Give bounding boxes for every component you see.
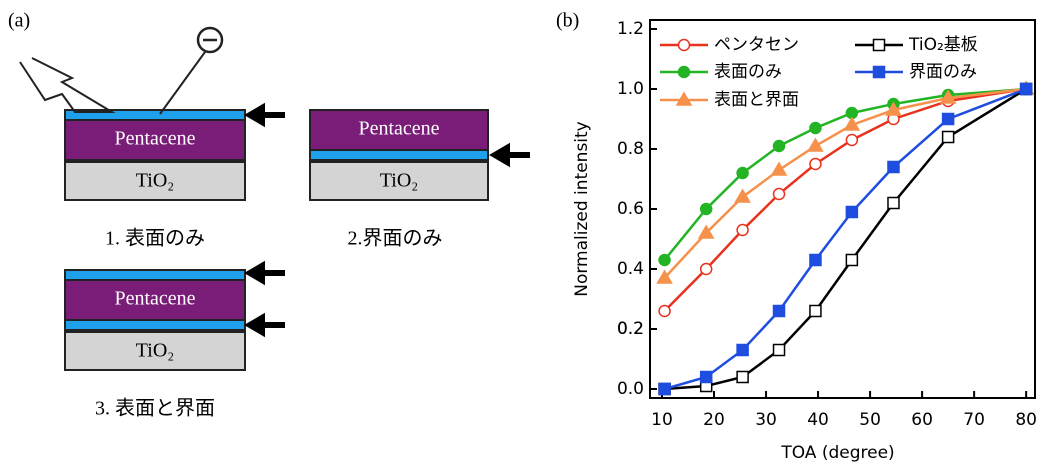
y-tick-label: 0.4 <box>617 259 644 279</box>
layer-label: Pentacene <box>114 288 195 310</box>
x-tick-label: 60 <box>911 410 933 430</box>
series-line <box>665 89 1027 260</box>
x-tick-label: 20 <box>703 410 725 430</box>
electron-line <box>160 52 205 114</box>
caption: 2.界面のみ <box>348 228 443 250</box>
diagram: (a) Pentacene TiO₂ 1. 表面のみ Pentacene TiO… <box>8 10 530 420</box>
x-tick-label: 40 <box>807 410 829 430</box>
legend-label: TiO₂基板 <box>908 35 978 55</box>
y-tick-label: 0.6 <box>617 199 644 219</box>
series-line <box>665 89 1027 278</box>
data-point <box>846 207 857 218</box>
data-point <box>701 372 712 383</box>
data-point <box>737 168 748 179</box>
data-point <box>701 264 712 275</box>
data-point <box>737 345 748 356</box>
layer-label: TiO₂ <box>380 170 419 192</box>
legend-marker <box>679 40 690 51</box>
x-tick-label: 80 <box>1015 410 1037 430</box>
layer-label: Pentacene <box>114 128 195 150</box>
data-point <box>701 204 712 215</box>
y-tick-label: 0.0 <box>617 379 644 399</box>
y-tick-label: 1.2 <box>617 19 644 39</box>
y-tick-label: 0.2 <box>617 319 644 339</box>
surface-layer <box>65 270 245 280</box>
legend-marker <box>874 40 885 51</box>
x-tick-label: 70 <box>963 410 985 430</box>
layer-label: TiO₂ <box>136 170 175 192</box>
y-axis-label: Normalized intensity <box>572 121 592 297</box>
data-point <box>736 190 750 202</box>
x-tick-label: 10 <box>651 410 673 430</box>
arrow <box>495 148 530 162</box>
layer-label: Pentacene <box>358 118 439 140</box>
panel-label: (a) <box>8 10 30 32</box>
data-point <box>1021 84 1032 95</box>
data-point <box>659 384 670 395</box>
data-point <box>808 139 822 151</box>
data-point <box>943 114 954 125</box>
y-tick-label: 1.0 <box>617 79 644 99</box>
data-point <box>943 132 954 143</box>
legend-marker <box>679 67 690 78</box>
legend-label: ペンタセン <box>714 35 799 55</box>
data-point <box>888 162 899 173</box>
arrow <box>250 318 285 332</box>
x-axis-label: TOA (degree) <box>780 443 894 463</box>
data-point <box>659 255 670 266</box>
data-point <box>774 306 785 317</box>
y-tick-label: 0.8 <box>617 139 644 159</box>
chart: (b) TOA (degree) Normalized intensity 0.… <box>556 10 1037 463</box>
legend-label: 表面のみ <box>714 62 782 82</box>
x-tick-label: 30 <box>755 410 777 430</box>
data-point <box>810 123 821 134</box>
legend-label: 界面のみ <box>909 62 977 82</box>
interface-layer <box>310 150 488 160</box>
series-line <box>665 89 1027 389</box>
data-point <box>774 189 785 200</box>
data-point <box>810 306 821 317</box>
legend-label: 表面と界面 <box>714 90 799 110</box>
data-point <box>810 255 821 266</box>
data-point <box>659 306 670 317</box>
data-point <box>846 135 857 146</box>
data-point <box>888 198 899 209</box>
data-point <box>810 159 821 170</box>
caption: 3. 表面と界面 <box>95 397 215 420</box>
arrow <box>250 108 285 122</box>
series-line <box>665 89 1027 389</box>
legend-marker <box>874 67 885 78</box>
data-point <box>772 163 786 175</box>
caption: 1. 表面のみ <box>105 227 205 250</box>
arrow <box>250 266 285 280</box>
x-tick-label: 50 <box>859 410 881 430</box>
panel-label: (b) <box>556 10 579 32</box>
data-point <box>846 255 857 266</box>
figure: (a) Pentacene TiO₂ 1. 表面のみ Pentacene TiO… <box>0 0 1040 466</box>
xray-icon <box>20 58 112 112</box>
data-point <box>774 141 785 152</box>
data-point <box>737 225 748 236</box>
interface-layer <box>65 320 245 330</box>
data-point <box>774 345 785 356</box>
layer-label: TiO₂ <box>136 340 175 362</box>
data-point <box>737 372 748 383</box>
